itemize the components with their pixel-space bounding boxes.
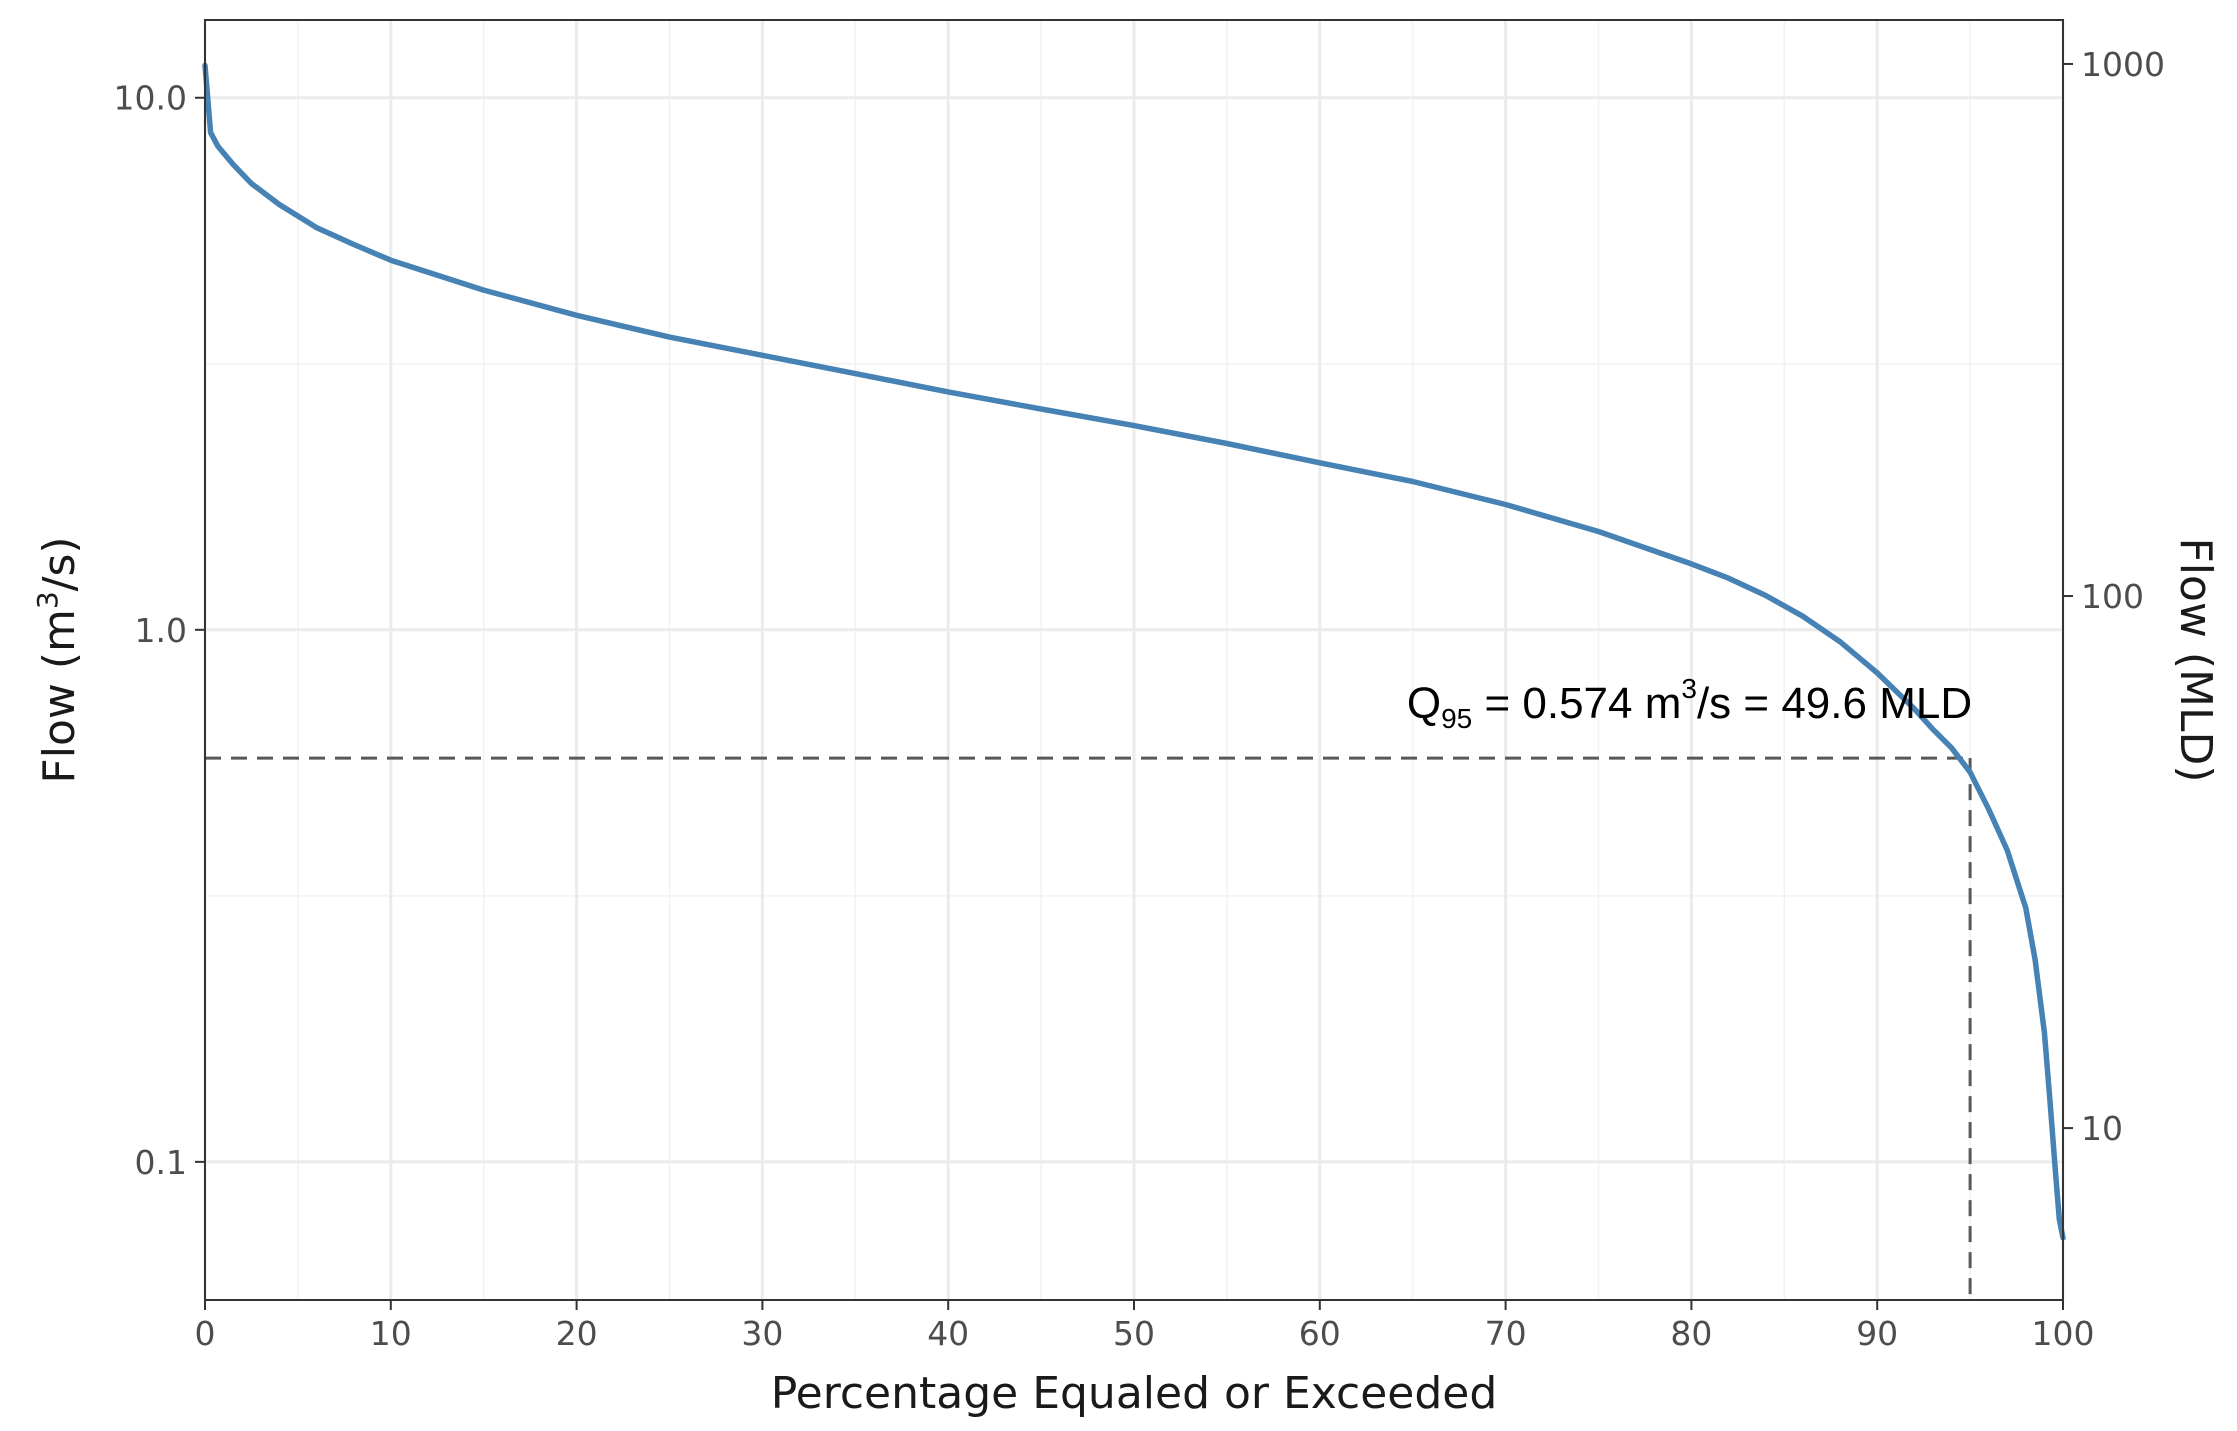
x-tick-label: 40 [927, 1314, 969, 1353]
annotation-q: Q [1407, 679, 1441, 728]
annotation-unit-tail: /s [1697, 679, 1731, 728]
x-tick-label: 20 [556, 1314, 598, 1353]
x-tick-label: 30 [741, 1314, 783, 1353]
y-axis-ticks: 0.1 1.0 10.0 [114, 79, 205, 1182]
y2-tick-label: 100 [2081, 577, 2144, 616]
annotation-value-superscript: 3 [1681, 673, 1697, 704]
x-axis-title: Percentage Equaled or Exceeded [771, 1368, 1498, 1419]
y-axis-title: Flow (m3/s) [31, 536, 85, 783]
y-axis-title-prefix: Flow (m [34, 609, 85, 783]
x-tick-label: 80 [1670, 1314, 1712, 1353]
grid-layer [203, 20, 2065, 1300]
x-tick-label: 60 [1299, 1314, 1341, 1353]
y2-tick-label: 10 [2081, 1109, 2123, 1148]
flow-duration-curve [202, 62, 2066, 1241]
series-layer [202, 62, 2066, 1241]
x-axis-ticks: 0 10 20 30 40 50 60 70 80 90 100 [195, 1300, 2095, 1353]
x-tick-label: 50 [1113, 1314, 1155, 1353]
x-tick-label: 100 [2032, 1314, 2095, 1353]
y2-tick-label: 1000 [2081, 45, 2165, 84]
q95-annotation: Q95 = 0.574 m3/s = 49.6 MLD [1407, 673, 1972, 734]
annotation-equals-1: = [1472, 679, 1522, 728]
y-axis-title-suffix: /s) [34, 536, 85, 591]
y-tick-label: 10.0 [114, 79, 187, 118]
annotation-value: 0.574 m [1522, 679, 1681, 728]
y2-axis-ticks: 10 100 1000 [2063, 45, 2165, 1148]
annotation-tail: 49.6 MLD [1781, 679, 1972, 728]
x-tick-label: 0 [195, 1314, 216, 1353]
y-tick-label: 0.1 [135, 1143, 187, 1182]
reference-lines [205, 756, 1972, 1300]
annotation-equals-2: = [1731, 679, 1781, 728]
annotation-q-subscript: 95 [1441, 703, 1472, 734]
y2-axis-title: Flow (MLD) [2170, 537, 2221, 782]
x-tick-label: 90 [1856, 1314, 1898, 1353]
x-tick-label: 70 [1485, 1314, 1527, 1353]
y-axis-title-superscript: 3 [31, 591, 64, 609]
y-tick-label: 1.0 [135, 611, 187, 650]
x-tick-label: 10 [370, 1314, 412, 1353]
